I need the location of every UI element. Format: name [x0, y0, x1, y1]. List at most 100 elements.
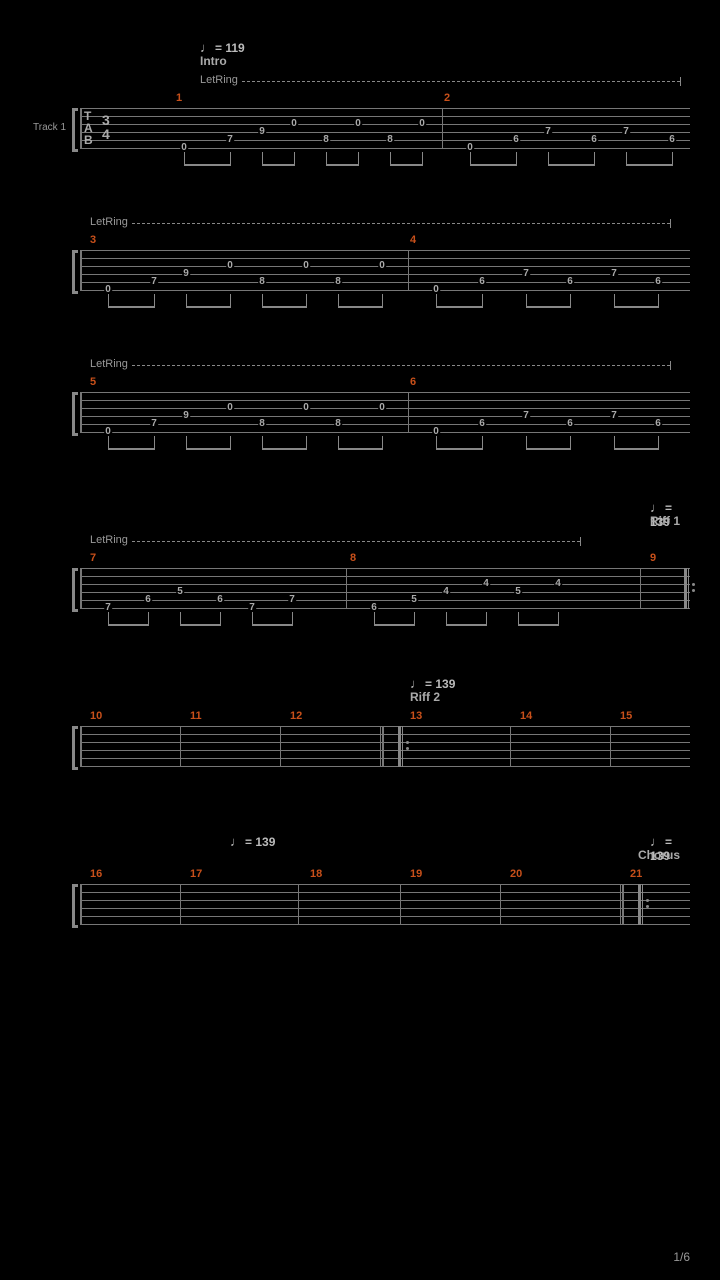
staff-line — [80, 576, 690, 577]
beam — [338, 448, 383, 450]
barline — [80, 726, 82, 767]
tab-note: 0 — [302, 404, 310, 412]
staff-line — [80, 392, 690, 393]
tab-note: 9 — [182, 412, 190, 420]
barline — [80, 392, 82, 433]
let-ring-indicator: LetRing — [30, 216, 690, 230]
let-ring-label: LetRing — [90, 534, 128, 546]
beam-row — [80, 770, 690, 792]
staff-line — [80, 250, 690, 251]
beam — [186, 448, 231, 450]
tab-note: 0 — [432, 428, 440, 436]
bar-number: 18 — [310, 868, 322, 880]
tab-staff: 07908080067676 — [80, 392, 690, 436]
tab-note: 8 — [334, 420, 342, 428]
beam — [548, 164, 595, 166]
beam-row — [80, 436, 690, 458]
bar-number-row: 12 — [30, 92, 690, 106]
staff-line — [80, 416, 690, 417]
barline — [510, 726, 511, 767]
staff-wrap: 07908080067676 — [72, 250, 690, 294]
tab-note: 7 — [104, 604, 112, 612]
system-bracket — [72, 250, 78, 294]
barline — [684, 568, 690, 609]
staff-line — [80, 766, 690, 767]
staff-line — [80, 140, 690, 141]
tab-note: 8 — [322, 136, 330, 144]
beam — [526, 448, 571, 450]
bar-number: 17 — [190, 868, 202, 880]
beam — [390, 164, 423, 166]
staff-line — [80, 734, 690, 735]
let-ring-end-tick — [670, 219, 671, 228]
tab-system: ♩= 139Riff 2101112131415 — [30, 676, 690, 792]
tab-note: 5 — [514, 588, 522, 596]
staff-wrap: 765677654454 — [72, 568, 690, 612]
tab-note: 6 — [566, 278, 574, 286]
staff-line — [80, 124, 690, 125]
repeat-dots — [406, 738, 409, 753]
beam — [186, 306, 231, 308]
systems-container: ♩= 119IntroLetRing12Track 1TAB3407908080… — [30, 40, 690, 950]
staff-wrap: Track 1TAB3407908080067676 — [72, 108, 690, 152]
bar-number: 21 — [630, 868, 642, 880]
tab-staff: 07908080067676 — [80, 250, 690, 294]
beam — [614, 306, 659, 308]
let-ring-label: LetRing — [90, 216, 128, 228]
tab-note: 0 — [378, 262, 386, 270]
beam — [252, 624, 293, 626]
bar-number: 12 — [290, 710, 302, 722]
bar-number: 9 — [650, 552, 656, 564]
tab-note: 0 — [180, 144, 188, 152]
tab-note: 8 — [258, 278, 266, 286]
let-ring-end-tick — [580, 537, 581, 546]
let-ring-label: LetRing — [200, 74, 238, 86]
bar-number: 6 — [410, 376, 416, 388]
barline — [280, 726, 281, 767]
tab-staff: TAB3407908080067676 — [80, 108, 690, 152]
beam-row — [80, 928, 690, 950]
staff-line — [80, 750, 690, 751]
tab-system: ♩= 139Riff 1LetRing789765677654454 — [30, 500, 690, 634]
barline — [500, 884, 501, 925]
barline — [408, 250, 409, 291]
tab-note: 0 — [466, 144, 474, 152]
tab-note: 6 — [144, 596, 152, 604]
tab-note: 6 — [216, 596, 224, 604]
tab-note: 7 — [622, 128, 630, 136]
tab-note: 0 — [354, 120, 362, 128]
tab-note: 7 — [288, 596, 296, 604]
tab-note: 0 — [432, 286, 440, 294]
beam — [326, 164, 359, 166]
tab-note: 9 — [258, 128, 266, 136]
staff-wrap — [72, 726, 690, 770]
staff-line — [80, 584, 690, 585]
barline — [80, 568, 82, 609]
beam — [338, 306, 383, 308]
staff-line — [80, 432, 690, 433]
beam — [262, 448, 307, 450]
bar-number: 13 — [410, 710, 422, 722]
barline — [408, 392, 409, 433]
staff-line — [80, 108, 690, 109]
staff-line — [80, 924, 690, 925]
beam — [526, 306, 571, 308]
staff-line — [80, 116, 690, 117]
barline — [380, 726, 384, 767]
beam — [518, 624, 559, 626]
barline — [620, 884, 624, 925]
tab-note: 7 — [150, 278, 158, 286]
let-ring-indicator: LetRing — [30, 534, 690, 548]
beam-row — [80, 612, 690, 634]
tab-note: 0 — [104, 286, 112, 294]
let-ring-dash — [242, 81, 680, 82]
beam — [108, 306, 155, 308]
tab-note: 8 — [386, 136, 394, 144]
tab-system: ♩= 119IntroLetRing12Track 1TAB3407908080… — [30, 40, 690, 174]
tab-system: LetRing5607908080067676 — [30, 358, 690, 458]
barline — [442, 108, 443, 149]
tab-note: 6 — [654, 278, 662, 286]
section-label: Intro — [200, 54, 227, 68]
let-ring-dash — [132, 365, 670, 366]
tab-note: 7 — [226, 136, 234, 144]
